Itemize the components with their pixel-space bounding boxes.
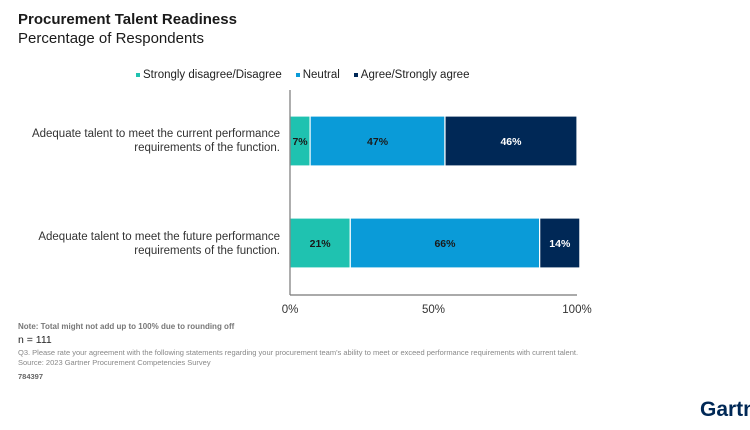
chart-subtitle: Percentage of Respondents (18, 30, 204, 47)
legend-swatch-neutral (295, 73, 300, 77)
bar-agree-strongly-agree-0 (444, 115, 578, 167)
data-label-agree-strongly-agree-1: 14% (549, 238, 571, 250)
x-tick-label-0: 0% (282, 304, 299, 316)
gartner-logo: Gartner (700, 398, 750, 421)
bar-agree-strongly-agree-1 (539, 217, 581, 269)
x-tick-label-100: 100% (562, 304, 591, 316)
legend-swatch-disagree (136, 73, 140, 77)
sample-size: n = 111 (18, 334, 52, 346)
data-label-strongly-disagree-disagree-0: 7% (292, 136, 308, 148)
x-tick-label-50: 50% (422, 304, 445, 316)
legend-item-neutral: Neutral (295, 69, 340, 81)
source-text: Source: 2023 Gartner Procurement Compete… (18, 358, 211, 367)
legend-label-disagree: Strongly disagree/Disagree (143, 69, 282, 81)
legend-label-neutral: Neutral (302, 69, 340, 81)
legend-label-agree: Agree/Strongly agree (360, 69, 470, 81)
bar-neutral-0 (309, 115, 446, 167)
category-label-future: Adequate talent to meet the future perfo… (20, 230, 280, 258)
category-label-future-line1: Adequate talent to meet the future perfo… (38, 231, 280, 243)
document-id: 784397 (18, 372, 44, 381)
legend-swatch-agree (353, 73, 358, 77)
data-label-strongly-disagree-disagree-1: 21% (310, 238, 332, 250)
data-label-neutral-1: 66% (434, 238, 456, 250)
category-label-future-line2: requirements of the function. (134, 245, 280, 257)
chart-title: Procurement Talent Readiness (18, 11, 237, 28)
category-label-current: Adequate talent to meet the current perf… (20, 127, 280, 155)
bar-neutral-1 (349, 217, 541, 269)
data-label-neutral-0: 47% (367, 136, 389, 148)
category-label-current-line2: requirements of the function. (134, 142, 280, 154)
category-label-current-line1: Adequate talent to meet the current perf… (31, 128, 280, 140)
legend: Strongly disagree/Disagree Neutral Agree… (136, 69, 469, 81)
legend-item-agree: Agree/Strongly agree (353, 69, 470, 81)
survey-question: Q3. Please rate your agreement with the … (18, 348, 579, 357)
bar-strongly-disagree-disagree-1 (289, 217, 351, 269)
legend-item-disagree: Strongly disagree/Disagree (136, 69, 282, 81)
footnote-rounding: Note: Total might not add up to 100% due… (18, 322, 235, 331)
data-label-agree-strongly-agree-0: 46% (500, 136, 522, 148)
